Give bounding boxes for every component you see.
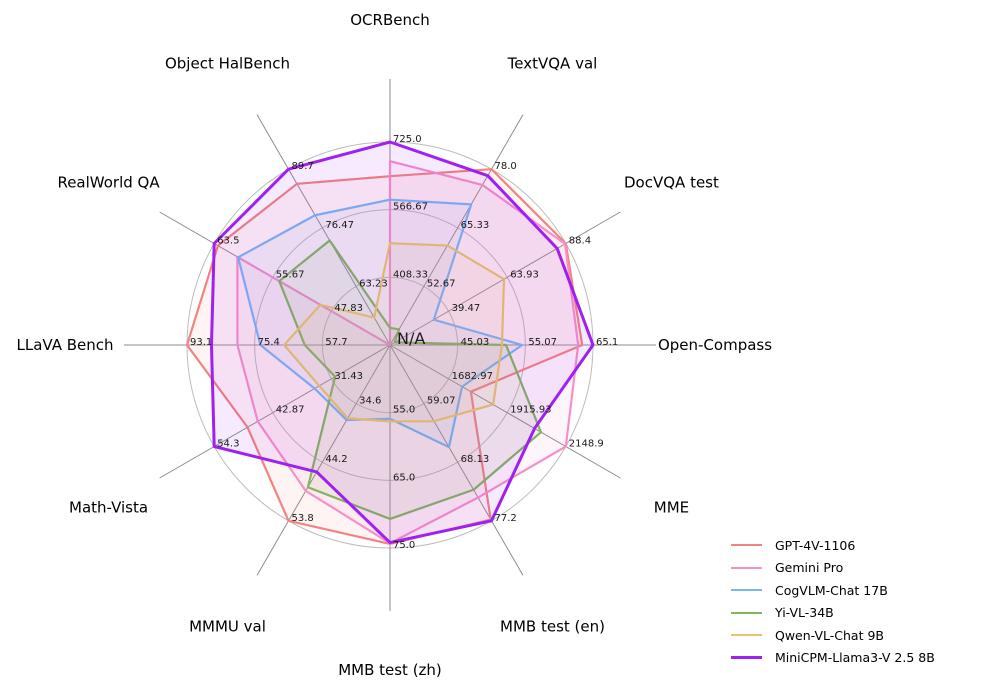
axis-label-llava-bench: LLaVA Bench [16,336,113,354]
legend-label: Gemini Pro [775,560,844,576]
legend-line-swatch [731,544,762,547]
tick-label-textvqa-val-2: 78.0 [495,161,517,172]
axis-label-open-compass: Open-Compass [658,336,772,354]
tick-label-mmb-test-en-0: 59.07 [427,396,456,407]
tick-label-object-halbench-1: 76.47 [325,220,354,231]
legend-label: Yi-VL-34B [775,605,834,621]
tick-label-object-halbench-0: 63.23 [359,278,388,289]
axis-spoke-mmb-test-en [389,344,524,576]
legend-line-swatch [731,566,762,569]
tick-label-math-vista-1: 42.87 [276,405,305,416]
tick-label-mmb-test-zh-2: 75.0 [393,540,415,551]
tick-label-open-compass-0: 45.03 [461,337,490,348]
legend-item-cogvlm-chat-17b: CogVLM-Chat 17B [731,579,935,602]
tick-label-textvqa-val-1: 65.33 [461,220,490,231]
legend-item-yi-vl-34b: Yi-VL-34B [731,602,935,625]
axis-label-math-vista: Math-Vista [69,499,148,517]
tick-label-object-halbench-2: 89.7 [292,161,314,172]
tick-label-mmb-test-zh-1: 65.0 [393,472,415,483]
tick-label-llava-bench-1: 75.4 [258,337,280,348]
legend-label: GPT-4V-1106 [775,537,856,553]
tick-label-mmmu-val-2: 53.8 [292,513,314,524]
axis-spoke-docvqa-test [389,211,621,346]
legend-line-swatch [731,656,762,660]
legend-label: Qwen-VL-Chat 9B [775,627,884,643]
tick-label-open-compass-2: 65.1 [596,337,618,348]
tick-label-realworld-qa-1: 55.67 [276,269,305,280]
tick-label-ocrbench-0: 408.33 [393,269,428,280]
tick-label-mme-0: 1682.97 [452,371,493,382]
series-polygon-cogvlm-chat-17b [237,198,524,449]
axis-label-mmb-test-zh: MMB test (zh) [338,661,442,679]
tick-label-realworld-qa-0: 47.83 [334,303,363,314]
legend-item-gpt-4v-1106: GPT-4V-1106 [731,534,935,557]
tick-label-mmmu-val-0: 34.6 [359,396,381,407]
tick-label-mmb-test-zh-0: 55.0 [393,405,415,416]
axis-spoke-textvqa-val [389,114,524,346]
legend-line-swatch [731,634,762,637]
legend-label: CogVLM-Chat 17B [775,582,888,598]
axis-spoke-math-vista [159,344,391,479]
axis-label-ocrbench: OCRBench [350,11,429,29]
tick-label-mmmu-val-1: 44.2 [325,454,347,465]
tick-label-mmb-test-en-1: 68.13 [461,454,490,465]
tick-label-ocrbench-1: 566.67 [393,202,428,213]
tick-label-mme-1: 1915.93 [510,405,551,416]
legend-item-gemini-pro: Gemini Pro [731,557,935,580]
chart-legend: GPT-4V-1106 Gemini Pro CogVLM-Chat 17B Yi-V… [731,534,935,669]
tick-label-ocrbench-2: 725.0 [393,134,422,145]
axis-label-object-halbench: Object HalBench [165,55,290,73]
tick-label-math-vista-2: 54.3 [217,439,239,450]
tick-label-llava-bench-0: 57.7 [325,337,347,348]
series-polygon-minicpm-llama3-v-2-5-8b [209,140,595,545]
tick-label-mme-2: 2148.9 [569,439,604,450]
tick-label-math-vista-0: 31.43 [334,371,363,382]
legend-item-minicpm-llama3-v-2-5-8b: MiniCPM-Llama3-V 2.5 8B [731,647,935,670]
tick-label-realworld-qa-2: 63.5 [217,236,239,247]
axis-label-mmb-test-en: MMB test (en) [500,617,605,635]
axis-label-mme: MME [654,499,689,517]
center-na-label: N/A [397,329,425,348]
axis-label-docvqa-test: DocVQA test [624,174,719,192]
legend-item-qwen-vl-chat-9b: Qwen-VL-Chat 9B [731,624,935,647]
axis-spoke-object-halbench [256,114,391,346]
tick-label-docvqa-test-2: 88.4 [569,236,591,247]
tick-label-llava-bench-2: 93.1 [190,337,212,348]
axis-spoke-mmmu-val [256,344,391,576]
tick-label-mmb-test-en-2: 77.2 [495,513,517,524]
legend-line-swatch [731,589,762,592]
axis-spoke-mme [389,344,621,479]
legend-line-swatch [731,611,762,614]
series-polygon-qwen-vl-chat-9b [283,242,506,423]
tick-label-docvqa-test-0: 39.47 [452,303,481,314]
tick-label-open-compass-1: 55.07 [528,337,557,348]
axis-label-mmmu-val: MMMU val [189,617,266,635]
tick-label-docvqa-test-1: 63.93 [510,269,539,280]
axis-label-realworld-qa: RealWorld QA [57,174,160,192]
legend-label: MiniCPM-Llama3-V 2.5 8B [775,650,935,666]
tick-label-textvqa-val-0: 52.67 [427,278,456,289]
axis-label-textvqa-val: TextVQA val [507,55,598,73]
